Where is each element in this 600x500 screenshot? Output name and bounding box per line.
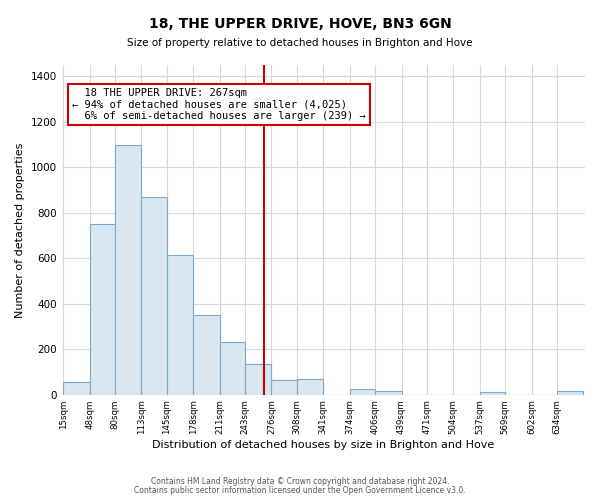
Bar — [350, 389, 375, 394]
Y-axis label: Number of detached properties: Number of detached properties — [15, 142, 25, 318]
Bar — [220, 342, 245, 394]
Text: Contains public sector information licensed under the Open Government Licence v3: Contains public sector information licen… — [134, 486, 466, 495]
Bar — [63, 382, 89, 394]
Text: 18, THE UPPER DRIVE, HOVE, BN3 6GN: 18, THE UPPER DRIVE, HOVE, BN3 6GN — [149, 18, 451, 32]
Text: Size of property relative to detached houses in Brighton and Hove: Size of property relative to detached ho… — [127, 38, 473, 48]
Bar — [375, 392, 401, 394]
Bar — [479, 392, 505, 394]
Bar — [89, 224, 115, 394]
X-axis label: Distribution of detached houses by size in Brighton and Hove: Distribution of detached houses by size … — [152, 440, 494, 450]
Text: 18 THE UPPER DRIVE: 267sqm
← 94% of detached houses are smaller (4,025)
  6% of : 18 THE UPPER DRIVE: 267sqm ← 94% of deta… — [72, 88, 366, 122]
Bar — [271, 380, 297, 394]
Bar — [193, 315, 220, 394]
Bar — [142, 197, 167, 394]
Bar — [557, 392, 583, 394]
Text: Contains HM Land Registry data © Crown copyright and database right 2024.: Contains HM Land Registry data © Crown c… — [151, 477, 449, 486]
Bar — [115, 144, 142, 394]
Bar — [245, 364, 271, 394]
Bar — [297, 379, 323, 394]
Bar — [167, 255, 193, 394]
